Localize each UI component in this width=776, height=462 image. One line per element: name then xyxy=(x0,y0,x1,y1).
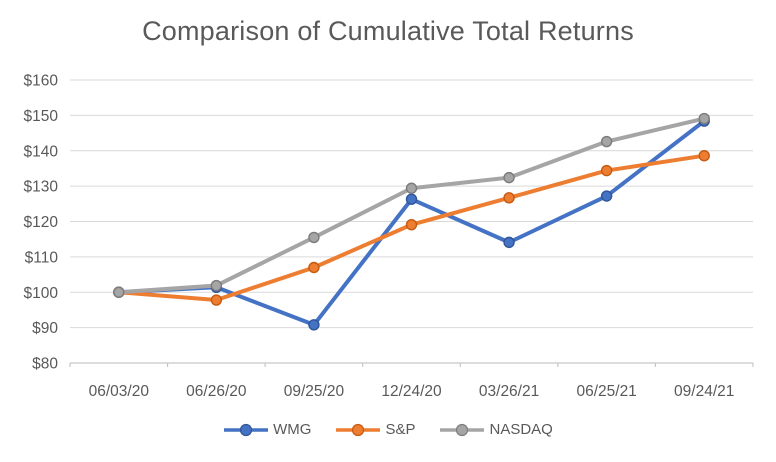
data-point-wmg xyxy=(503,236,515,249)
series-s-p xyxy=(113,150,710,306)
series-nasdaq xyxy=(113,112,710,298)
x-tick-label: 06/03/20 xyxy=(89,383,150,400)
y-tick-label: $140 xyxy=(24,143,59,160)
data-point-s-p xyxy=(405,218,418,231)
data-point-wmg xyxy=(405,193,418,205)
y-tick-label: $110 xyxy=(25,249,59,266)
data-point-nasdaq xyxy=(600,135,613,148)
y-tick-label: $80 xyxy=(32,356,58,373)
x-tick-label: 09/25/20 xyxy=(284,383,345,400)
x-tick-label: 06/26/20 xyxy=(186,383,247,400)
legend-marker-icon xyxy=(336,423,381,436)
gridlines xyxy=(70,79,753,329)
x-tick-label: 03/26/21 xyxy=(479,383,539,400)
data-point-s-p xyxy=(308,261,320,274)
data-point-s-p xyxy=(698,150,710,162)
y-tick-label: $160 xyxy=(24,73,59,90)
y-tick-label: $130 xyxy=(24,179,59,196)
data-point-wmg xyxy=(308,319,320,331)
x-tick-label: 06/25/21 xyxy=(576,383,636,400)
data-point-s-p xyxy=(503,192,515,204)
legend-label-s-p: S&P xyxy=(385,421,416,438)
data-point-nasdaq xyxy=(210,279,223,292)
y-tick-label: $120 xyxy=(24,214,59,231)
legend-item-nasdaq: NASDAQ xyxy=(439,421,553,438)
x-axis xyxy=(69,362,754,367)
chart-legend: WMG S&P NASDAQ xyxy=(0,421,776,438)
x-axis-labels: 06/03/20 06/26/20 09/25/20 12/24/20 03/26/21… xyxy=(89,383,735,400)
data-point-nasdaq xyxy=(503,171,515,184)
y-axis-labels: $80 $90 $100 $110 $120 $130 $140 $150 $160 xyxy=(24,73,59,373)
legend-marker-icon xyxy=(440,423,485,436)
data-point-s-p xyxy=(210,294,223,306)
series-line-nasdaq xyxy=(116,116,707,295)
y-tick-label: $150 xyxy=(24,108,59,125)
y-tick-label: $90 xyxy=(32,320,58,337)
data-point-nasdaq xyxy=(405,182,418,194)
legend-item-s-p: S&P xyxy=(335,421,415,438)
data-point-wmg xyxy=(600,190,613,202)
legend-label-nasdaq: NASDAQ xyxy=(489,421,553,438)
x-tick-label: 12/24/20 xyxy=(381,383,442,400)
legend-marker-icon xyxy=(224,423,269,436)
data-point-nasdaq xyxy=(308,231,320,244)
data-point-nasdaq xyxy=(698,112,710,125)
chart-title: Comparison of Cumulative Total Returns xyxy=(142,16,634,46)
data-point-s-p xyxy=(600,164,613,177)
x-tick-label: 09/24/21 xyxy=(674,383,734,400)
legend-item-wmg: WMG xyxy=(223,421,311,438)
y-tick-label: $100 xyxy=(24,285,59,302)
data-point-nasdaq xyxy=(113,286,125,298)
legend-label-wmg: WMG xyxy=(273,421,312,438)
